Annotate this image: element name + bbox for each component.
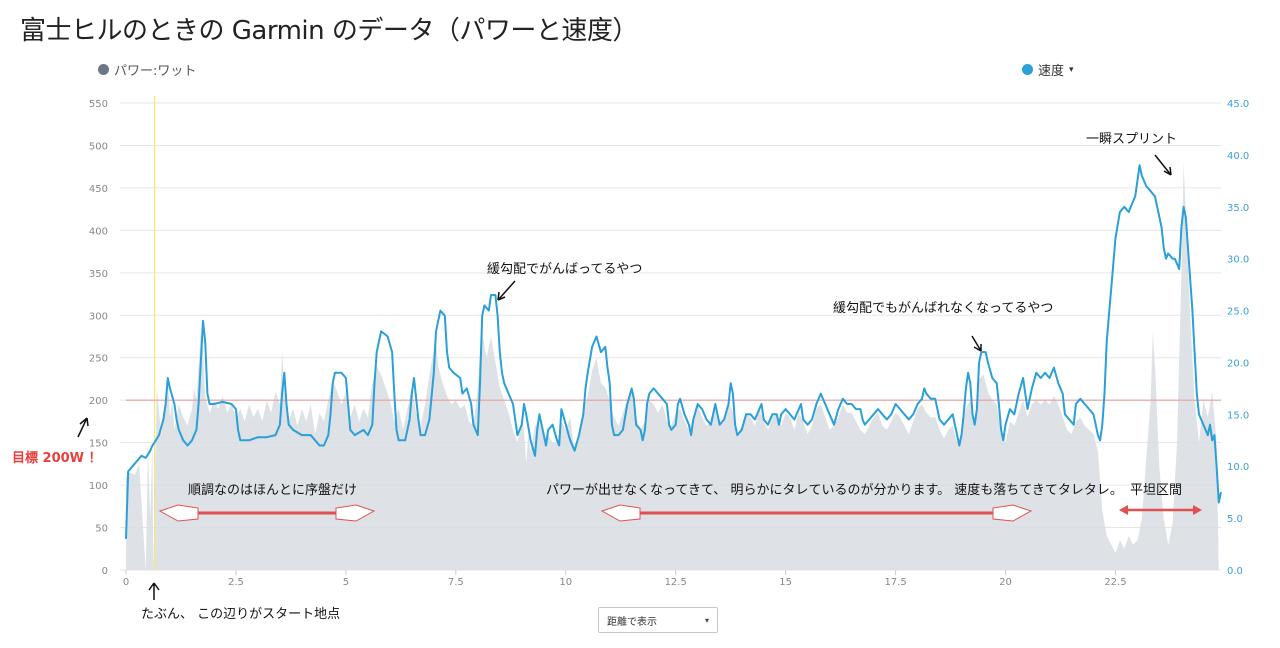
legend-power-label: パワー:ワット bbox=[114, 64, 197, 79]
range-arrow-early bbox=[158, 504, 376, 522]
y-left-tick-label: 450 bbox=[89, 184, 108, 195]
x-axis-select-value: 距離で表示 bbox=[607, 616, 657, 628]
arrow-icon bbox=[77, 417, 89, 438]
y-left-tick-label: 500 bbox=[89, 141, 108, 152]
range-arrow-flat bbox=[1119, 505, 1202, 515]
y-left-tick-label: 200 bbox=[89, 396, 108, 407]
annotation-steady: 順調なのはほんとに序盤だけ bbox=[188, 483, 357, 498]
x-tick-label: 10 bbox=[559, 577, 572, 588]
x-axis-select[interactable]: 距離で表示 ▾ bbox=[598, 607, 718, 633]
annotation-start: たぶん、 この辺りがスタート地点 bbox=[141, 607, 340, 622]
y-left-tick-label: 0 bbox=[102, 566, 108, 577]
annotation-gentle-hard: 緩勾配でがんばってるやつ bbox=[487, 262, 642, 277]
x-tick-label: 15 bbox=[779, 577, 792, 588]
right-axis: 0.0 5.0 10.0 15.0 20.0 25.0 30.0 35.0 40.0 45.0 bbox=[1227, 99, 1249, 577]
arrow-icon bbox=[497, 280, 516, 301]
y-right-tick-label: 5.0 bbox=[1227, 514, 1243, 525]
legend-speed[interactable]: 速度 ▾ bbox=[1022, 60, 1074, 79]
y-left-tick-label: 50 bbox=[95, 524, 108, 535]
x-tick-label: 5 bbox=[343, 577, 349, 588]
y-right-tick-label: 35.0 bbox=[1227, 203, 1249, 214]
y-right-tick-label: 20.0 bbox=[1227, 358, 1249, 369]
range-arrow-middle bbox=[600, 504, 1033, 522]
y-right-tick-label: 10.0 bbox=[1227, 462, 1249, 473]
x-tick-label: 22.5 bbox=[1104, 577, 1126, 588]
annotation-fading: パワーが出せなくなってきて、 明らかにタレているのが分かります。 速度も落ちてき… bbox=[546, 482, 1123, 498]
y-right-tick-label: 30.0 bbox=[1227, 255, 1249, 266]
y-left-tick-label: 550 bbox=[89, 99, 108, 110]
x-tick-label: 7.5 bbox=[448, 577, 464, 588]
annotation-gentle-weak: 緩勾配でもがんばれなくなってるやつ bbox=[833, 301, 1053, 316]
annotation-goal: 目標 200W ！ bbox=[12, 450, 102, 466]
x-tick-label: 17.5 bbox=[884, 577, 906, 588]
y-right-tick-label: 0.0 bbox=[1227, 566, 1243, 577]
y-right-tick-label: 40.0 bbox=[1227, 151, 1249, 162]
chevron-down-icon: ▾ bbox=[704, 615, 709, 625]
y-left-tick-label: 400 bbox=[89, 226, 108, 237]
arrow-icon bbox=[148, 582, 160, 600]
y-right-tick-label: 25.0 bbox=[1227, 307, 1249, 318]
power-area bbox=[126, 162, 1221, 570]
x-axis: 0 2.5 5 7.5 10 12.5 15 17.5 20 22.5 bbox=[123, 570, 1127, 588]
annotation-flat: 平坦区間 bbox=[1130, 483, 1182, 498]
y-left-tick-label: 250 bbox=[89, 354, 108, 365]
page-title: 富士ヒルのときの Garmin のデータ（パワーと速度） bbox=[20, 16, 638, 46]
legend-speed-label: 速度 bbox=[1038, 64, 1065, 79]
y-right-tick-label: 15.0 bbox=[1227, 410, 1249, 421]
x-tick-label: 2.5 bbox=[228, 577, 244, 588]
legend-power[interactable]: パワー:ワット bbox=[98, 60, 196, 79]
x-tick-label: 20 bbox=[999, 577, 1012, 588]
annotation-sprint: 一瞬スプリント bbox=[1086, 132, 1177, 147]
y-left-tick-label: 300 bbox=[89, 311, 108, 322]
y-left-tick-label: 350 bbox=[89, 269, 108, 280]
legend-speed-dot bbox=[1022, 64, 1033, 75]
legend-power-dot bbox=[98, 64, 109, 75]
x-tick-label: 0 bbox=[123, 577, 129, 588]
y-left-tick-label: 100 bbox=[89, 481, 108, 492]
speed-line bbox=[125, 164, 1222, 539]
x-tick-label: 12.5 bbox=[665, 577, 687, 588]
chevron-down-icon[interactable]: ▾ bbox=[1069, 64, 1074, 75]
left-axis: 0 50 100 150 200 250 300 350 400 450 500 550 bbox=[89, 99, 108, 577]
y-left-tick-label: 150 bbox=[89, 439, 108, 450]
y-right-tick-label: 45.0 bbox=[1227, 99, 1249, 110]
arrow-icon bbox=[971, 335, 982, 352]
arrow-icon bbox=[1154, 154, 1172, 176]
